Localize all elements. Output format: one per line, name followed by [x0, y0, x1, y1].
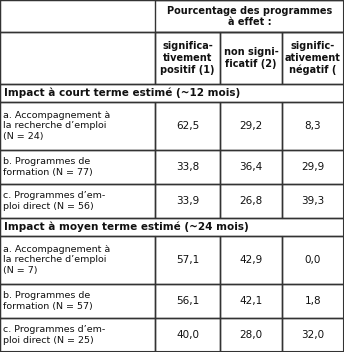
- Bar: [155, 102, 220, 150]
- Bar: [0, 0, 344, 32]
- Bar: [155, 184, 220, 218]
- Bar: [282, 284, 344, 318]
- Text: 0,0: 0,0: [305, 255, 321, 265]
- Text: 26,8: 26,8: [239, 196, 262, 206]
- Text: 1,8: 1,8: [305, 296, 321, 306]
- Bar: [220, 32, 282, 84]
- Bar: [282, 102, 344, 150]
- Bar: [0, 284, 155, 318]
- Bar: [0, 236, 155, 284]
- Bar: [282, 184, 344, 218]
- Bar: [220, 318, 282, 352]
- Bar: [155, 32, 220, 84]
- Bar: [155, 0, 344, 32]
- Bar: [282, 318, 344, 352]
- Bar: [282, 318, 344, 352]
- Bar: [155, 150, 220, 184]
- Text: 28,0: 28,0: [239, 330, 262, 340]
- Bar: [0, 284, 155, 318]
- Bar: [0, 218, 344, 236]
- Bar: [220, 102, 282, 150]
- Text: 39,3: 39,3: [301, 196, 325, 206]
- Text: Impact à court terme estimé (~12 mois): Impact à court terme estimé (~12 mois): [4, 88, 240, 98]
- Bar: [220, 184, 282, 218]
- Bar: [0, 0, 344, 32]
- Text: 57,1: 57,1: [176, 255, 199, 265]
- Bar: [282, 284, 344, 318]
- Bar: [0, 32, 155, 84]
- Text: 29,2: 29,2: [239, 121, 262, 131]
- Bar: [0, 150, 155, 184]
- Bar: [155, 284, 220, 318]
- Bar: [155, 318, 220, 352]
- Text: signific-
ativement
négatif (: signific- ativement négatif (: [285, 41, 341, 75]
- Text: 36,4: 36,4: [239, 162, 262, 172]
- Text: b. Programmes de
formation (N = 57): b. Programmes de formation (N = 57): [3, 291, 93, 311]
- Bar: [0, 218, 344, 236]
- Bar: [155, 236, 220, 284]
- Bar: [220, 32, 282, 84]
- Bar: [155, 32, 220, 84]
- Bar: [155, 150, 220, 184]
- Text: 40,0: 40,0: [176, 330, 199, 340]
- Text: 29,9: 29,9: [301, 162, 325, 172]
- Text: c. Programmes d’em-
ploi direct (N = 25): c. Programmes d’em- ploi direct (N = 25): [3, 325, 105, 345]
- Text: significa-
tivement
positif (1): significa- tivement positif (1): [160, 42, 215, 75]
- Bar: [220, 102, 282, 150]
- Bar: [155, 236, 220, 284]
- Text: 33,9: 33,9: [176, 196, 199, 206]
- Bar: [0, 184, 155, 218]
- Text: 42,1: 42,1: [239, 296, 262, 306]
- Bar: [155, 184, 220, 218]
- Bar: [0, 184, 155, 218]
- Text: a. Accompagnement à
la recherche d’emploi
(N = 24): a. Accompagnement à la recherche d’emplo…: [3, 111, 110, 141]
- Bar: [220, 184, 282, 218]
- Bar: [0, 318, 155, 352]
- Bar: [282, 32, 344, 84]
- Bar: [155, 102, 220, 150]
- Bar: [220, 318, 282, 352]
- Bar: [220, 284, 282, 318]
- Bar: [220, 284, 282, 318]
- Bar: [282, 236, 344, 284]
- Text: a. Accompagnement à
la recherche d’emploi
(N = 7): a. Accompagnement à la recherche d’emplo…: [3, 245, 110, 275]
- Bar: [282, 102, 344, 150]
- Text: 42,9: 42,9: [239, 255, 262, 265]
- Bar: [282, 184, 344, 218]
- Bar: [0, 236, 155, 284]
- Text: c. Programmes d’em-
ploi direct (N = 56): c. Programmes d’em- ploi direct (N = 56): [3, 191, 105, 211]
- Text: 56,1: 56,1: [176, 296, 199, 306]
- Bar: [282, 236, 344, 284]
- Bar: [282, 32, 344, 84]
- Text: Impact à moyen terme estimé (~24 mois): Impact à moyen terme estimé (~24 mois): [4, 222, 249, 232]
- Bar: [282, 150, 344, 184]
- Bar: [282, 150, 344, 184]
- Text: 8,3: 8,3: [305, 121, 321, 131]
- Bar: [155, 318, 220, 352]
- Bar: [0, 32, 155, 84]
- Text: Pourcentage des programmes: Pourcentage des programmes: [167, 6, 332, 16]
- Bar: [0, 318, 155, 352]
- Bar: [0, 102, 155, 150]
- Bar: [0, 84, 344, 102]
- Bar: [0, 84, 344, 102]
- Bar: [220, 236, 282, 284]
- Bar: [0, 102, 155, 150]
- Text: 32,0: 32,0: [301, 330, 324, 340]
- Text: 62,5: 62,5: [176, 121, 199, 131]
- Bar: [220, 150, 282, 184]
- Bar: [220, 236, 282, 284]
- Bar: [155, 284, 220, 318]
- Bar: [0, 150, 155, 184]
- Text: non signi-
ficatif (2): non signi- ficatif (2): [224, 47, 278, 69]
- Text: à effet :: à effet :: [228, 17, 271, 27]
- Text: b. Programmes de
formation (N = 77): b. Programmes de formation (N = 77): [3, 157, 93, 177]
- Text: 33,8: 33,8: [176, 162, 199, 172]
- Bar: [220, 150, 282, 184]
- Bar: [155, 0, 344, 32]
